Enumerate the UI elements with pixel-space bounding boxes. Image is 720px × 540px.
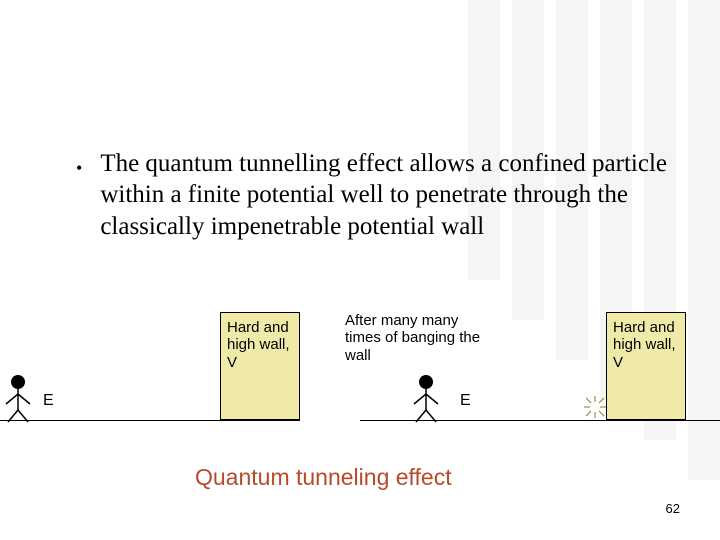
stick-figure-left <box>0 374 40 424</box>
bullet-text: The quantum tunnelling effect allows a c… <box>100 148 680 242</box>
energy-label-right: E <box>460 392 471 410</box>
annotation-text: After many many times of banging the wal… <box>345 312 495 364</box>
ground-line <box>0 420 300 421</box>
wall-text: Hard and high wall, V <box>613 319 679 371</box>
energy-label-left: E <box>43 392 54 410</box>
diagram: E Hard and high wall, V After many many … <box>0 312 720 442</box>
bullet-item: • The quantum tunnelling effect allows a… <box>0 148 720 242</box>
burst-icon <box>582 394 608 420</box>
wall-text: Hard and high wall, V <box>227 319 293 371</box>
bullet-marker: • <box>76 158 82 179</box>
wall-left: Hard and high wall, V <box>220 312 300 420</box>
page-number: 62 <box>666 501 680 516</box>
wall-right: Hard and high wall, V <box>606 312 686 420</box>
caption: Quantum tunneling effect <box>195 464 452 491</box>
stick-figure-right <box>408 374 448 424</box>
